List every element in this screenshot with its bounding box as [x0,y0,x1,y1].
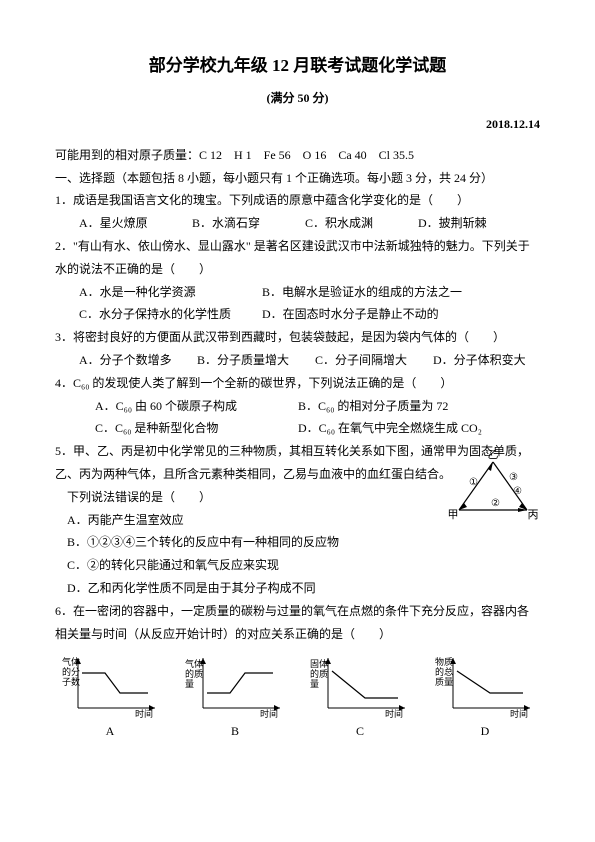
svg-text:的质: 的质 [185,668,203,679]
q3-opt-a: A．分子个数增多 [79,349,194,372]
q5-opt-b: B．①②③④三个转化的反应中有一种相同的反应物 [67,531,540,554]
triangle-edge-4: ④ [513,486,522,497]
q5-triangle-diagram: 乙 甲 丙 ① ② ③ ④ [445,450,540,525]
svg-text:量: 量 [185,679,194,689]
triangle-node-bing: 丙 [528,509,539,521]
atomic-masses: 可能用到的相对原子质量：C 12 H 1 Fe 56 O 16 Ca 40 Cl… [55,144,540,167]
svg-text:质量: 质量 [435,676,453,687]
q6-charts: 气体 的分 子数 时间 A 气体 的质 量 时间 B [55,653,540,743]
svg-text:子数: 子数 [62,676,80,687]
svg-text:气体: 气体 [185,658,203,669]
chart-a-ylabel-1: 气体 [62,656,80,667]
page-title: 部分学校九年级 12 月联考试题化学试题 [55,50,540,82]
q6-stem-1: 6．在一密闭的容器中，一定质量的碳粉与过量的氧气在点燃的条件下充分反应，容器内各 [55,600,540,623]
exam-date: 2018.12.14 [55,113,540,136]
q2-opt-c: C．水分子保持水的化学性质 [79,303,259,326]
chart-d-xlabel: 时间 [510,708,528,718]
q2-stem-1: 2．"有山有水、依山傍水、显山露水" 是著名区建设武汉市中法新城独特的魅力。下列… [55,235,540,258]
chart-c-xlabel: 时间 [385,708,403,718]
chart-c-option: C [305,720,415,743]
triangle-edge-2: ② [491,498,500,509]
q3-opt-c: C．分子间隔增大 [315,349,430,372]
q4-opt-b: B．C₆₀ 的相对分子质量为 72 [298,399,448,413]
q2-options-row1: A．水是一种化学资源 B．电解水是验证水的组成的方法之一 [79,281,540,304]
q6-stem-2: 相关量与时间（从反应开始计时）的对应关系正确的是（ ） [55,623,540,646]
triangle-node-yi: 乙 [488,450,499,461]
q1-opt-c: C．积水成渊 [305,212,415,235]
q3-stem: 3．将密封良好的方便面从武汉带到西藏时，包装袋鼓起，是因为袋内气体的（ ） [55,326,540,349]
q1-opt-d: D．披荆斩棘 [418,212,487,235]
chart-b-option: B [180,720,290,743]
q2-opt-b: B．电解水是验证水的组成的方法之一 [262,281,462,304]
q2-opt-d: D．在固态时水分子是静止不动的 [262,303,439,326]
q4-options-row2: C．C₆₀ 是种新型化合物 D．C₆₀ 在氧气中完全燃烧生成 CO₂ [95,417,540,440]
q1-opt-b: B．水滴石穿 [192,212,302,235]
q1-opt-a: A．星火燎原 [79,212,189,235]
q1-stem: 1．成语是我国语言文化的瑰宝。下列成语的原意中蕴含化学变化的是（ ） [55,189,540,212]
q4-opt-d: D．C₆₀ 在氧气中完全燃烧生成 CO₂ [298,421,482,435]
q3-opt-d: D．分子体积变大 [433,349,526,372]
q5-wrapper: 5．甲、乙、丙是初中化学常见的三种物质，其相互转化关系如下图，通常甲为固态单质，… [55,440,540,600]
q2-options-row2: C．水分子保持水的化学性质 D．在固态时水分子是静止不动的 [79,303,540,326]
q3-opt-b: B．分子质量增大 [197,349,312,372]
q5-opt-d: D．乙和丙化学性质不同是由于其分子构成不同 [67,577,540,600]
q4-options-row1: A．C₆₀ 由 60 个碳原子构成 B．C₆₀ 的相对分子质量为 72 [95,395,540,418]
chart-d: 物质 的总 质量 时间 D [430,653,540,743]
q2-stem-2: 水的说法不正确的是（ ） [55,258,540,281]
svg-text:的质: 的质 [310,668,328,679]
score-subtitle: (满分 50 分) [55,87,540,110]
section-1-heading: 一、选择题（本题包括 8 小题，每小题只有 1 个正确选项。每小题 3 分，共 … [55,167,540,190]
q2-opt-a: A．水是一种化学资源 [79,281,259,304]
svg-text:量: 量 [310,679,319,689]
q4-stem: 4．C₆₀ 的发现使人类了解到一个全新的碳世界，下列说法正确的是（ ） [55,372,540,395]
chart-a: 气体 的分 子数 时间 A [55,653,165,743]
triangle-node-jia: 甲 [448,509,459,521]
triangle-edge-3: ③ [509,472,518,483]
chart-b: 气体 的质 量 时间 B [180,653,290,743]
triangle-edge-1: ① [469,477,478,488]
q4-opt-c: C．C₆₀ 是种新型化合物 [95,417,295,440]
chart-a-option: A [55,720,165,743]
chart-a-xlabel: 时间 [135,708,153,718]
svg-text:固体: 固体 [310,658,328,669]
q3-options: A．分子个数增多 B．分子质量增大 C．分子间隔增大 D．分子体积变大 [79,349,540,372]
q1-options: A．星火燎原 B．水滴石穿 C．积水成渊 D．披荆斩棘 [79,212,540,235]
svg-text:的总: 的总 [435,666,453,677]
svg-text:物质: 物质 [435,656,453,667]
chart-c: 固体 的质 量 时间 C [305,653,415,743]
svg-text:的分: 的分 [62,666,80,677]
q5-opt-c: C．②的转化只能通过和氧气反应来实现 [67,554,540,577]
q4-opt-a: A．C₆₀ 由 60 个碳原子构成 [95,395,295,418]
chart-b-xlabel: 时间 [260,708,278,718]
chart-d-option: D [430,720,540,743]
